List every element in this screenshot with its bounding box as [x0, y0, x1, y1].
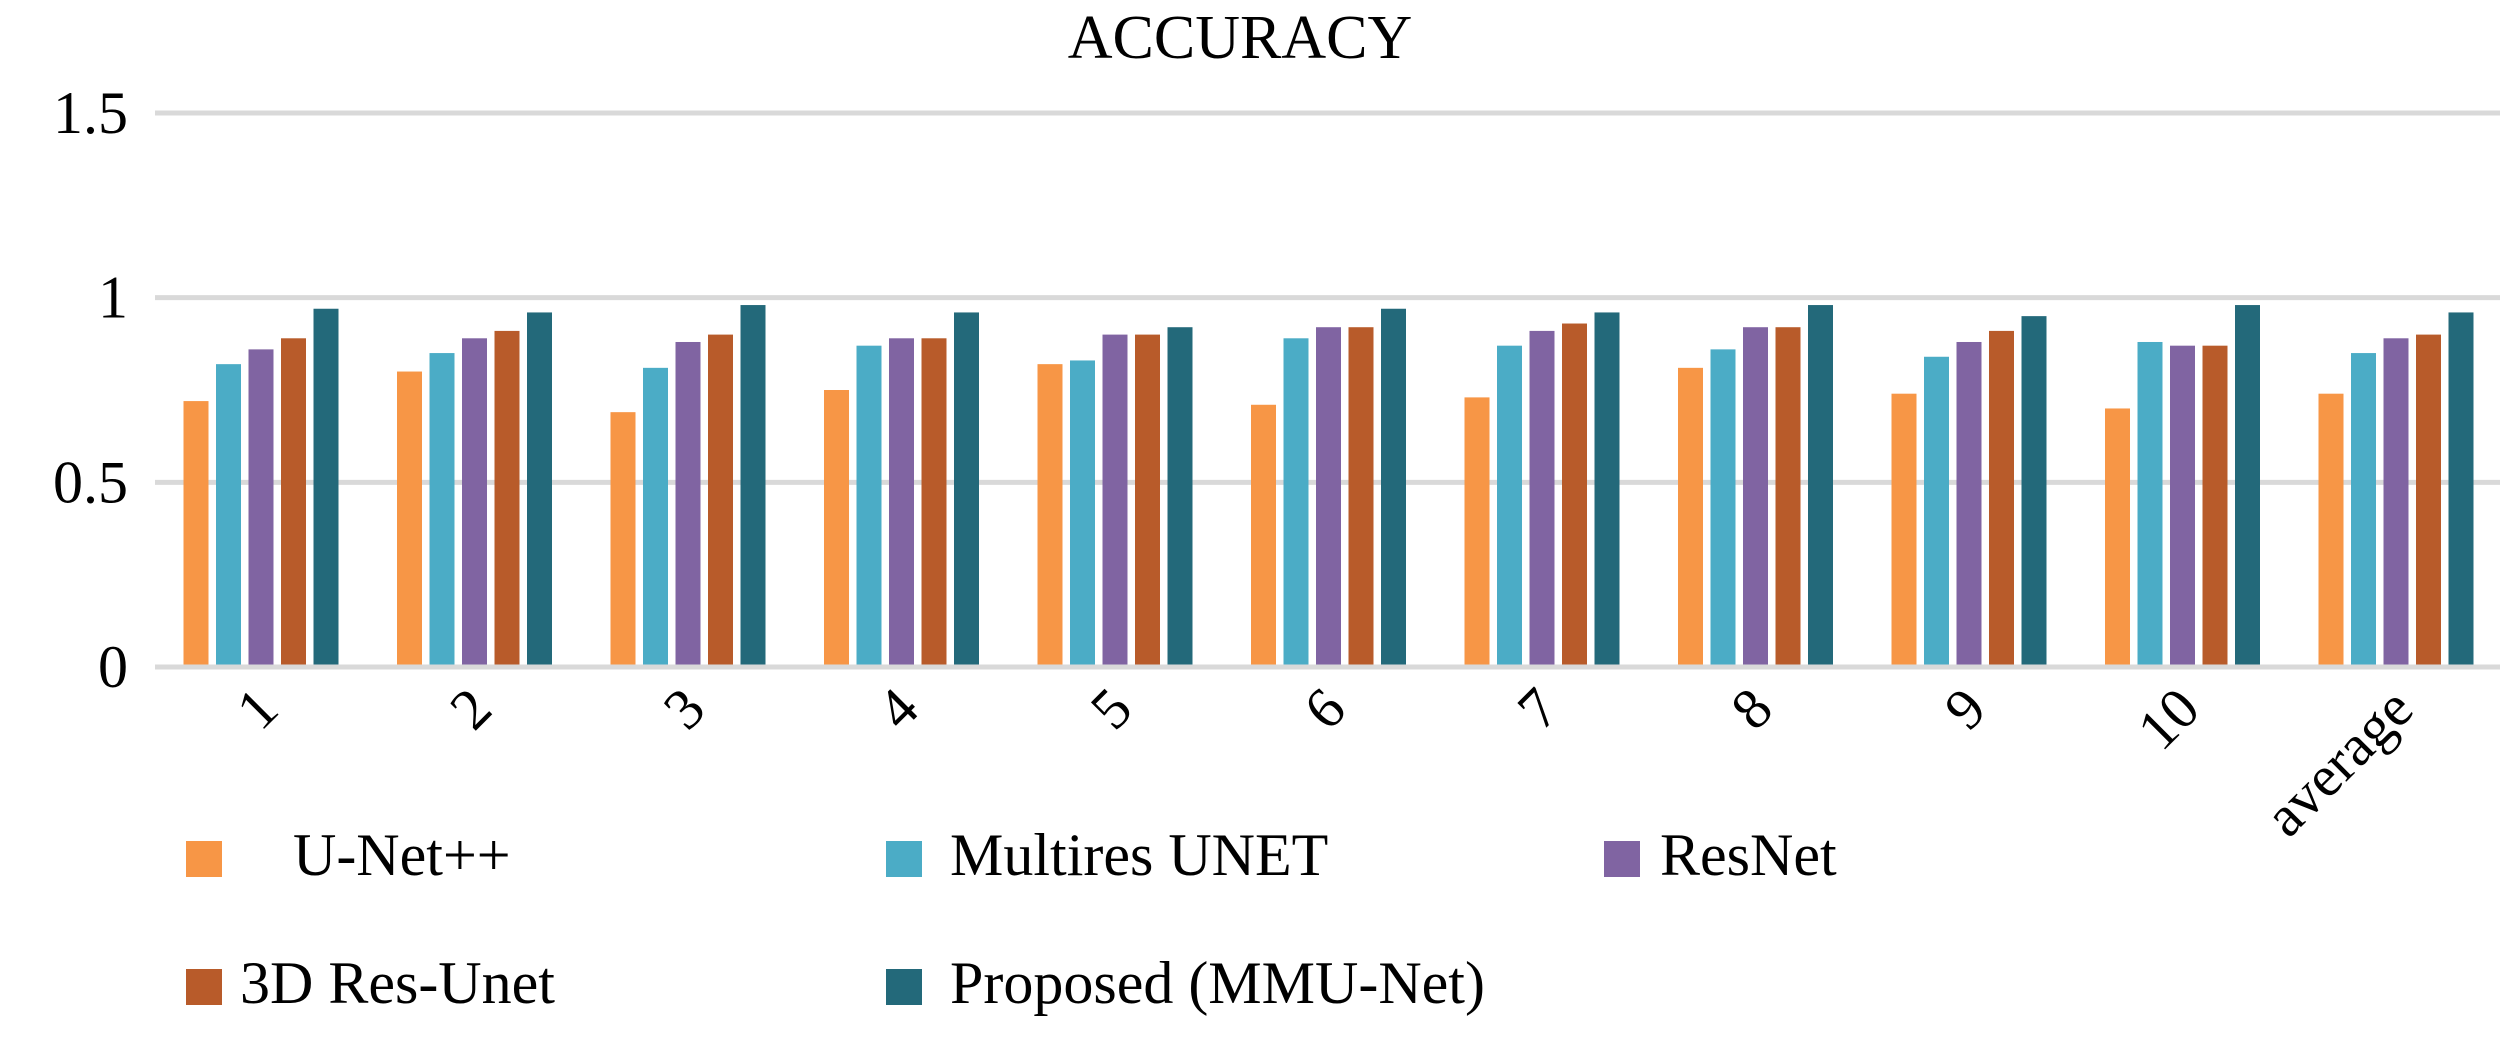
bar [1497, 345, 1522, 667]
bar [2416, 334, 2441, 667]
bar [1464, 397, 1490, 667]
y-tick-label: 1 [98, 265, 128, 331]
x-tick-label: 1 [224, 675, 290, 741]
x-tick-label: 7 [1505, 675, 1571, 741]
bar [1678, 367, 1703, 667]
legend-label: ResNet [1660, 822, 1837, 888]
bar [1102, 334, 1128, 667]
legend-label: Proposed (MMU-Net) [950, 950, 1485, 1016]
bar [1743, 327, 1768, 667]
bar [281, 338, 306, 667]
x-tick-label: 4 [864, 675, 930, 741]
legend-swatch [1604, 841, 1640, 877]
bar [2351, 353, 2376, 667]
x-tick-label: 3 [651, 675, 717, 741]
bar [889, 338, 914, 667]
bar [1710, 349, 1736, 667]
bar [2318, 393, 2344, 667]
bar [1135, 334, 1160, 667]
bar [824, 390, 849, 667]
bar [1562, 323, 1587, 667]
y-tick-label: 0.5 [53, 449, 128, 515]
bar [740, 305, 766, 667]
bar [1251, 404, 1276, 667]
bar [610, 412, 636, 667]
bar [462, 338, 487, 667]
bar [1037, 364, 1063, 667]
bar [397, 371, 422, 667]
x-tick-label: 9 [1932, 675, 1998, 741]
bar [494, 330, 520, 667]
bar [1167, 327, 1193, 667]
legend-swatch [186, 969, 222, 1005]
chart-title: ACCURACY [1068, 4, 1413, 72]
bar [183, 401, 209, 667]
bar [2137, 341, 2163, 667]
bar [1956, 341, 1982, 667]
bar [1924, 356, 1949, 667]
bar [2105, 408, 2130, 667]
bar [1381, 308, 1406, 667]
bar [643, 367, 668, 667]
bar [856, 345, 882, 667]
y-tick-label: 0 [98, 634, 128, 700]
legend-label: 3D Res-Unet [240, 950, 555, 1016]
bar [1529, 330, 1555, 667]
bar [248, 349, 274, 667]
x-tick-label: 8 [1718, 675, 1784, 741]
legend-swatch [886, 969, 922, 1005]
x-tick-label: 2 [437, 675, 503, 741]
bar [1989, 330, 2014, 667]
legend-swatch [186, 841, 222, 877]
bar [2021, 316, 2047, 667]
bar [1808, 305, 1833, 667]
x-tick-label: 6 [1291, 675, 1357, 741]
legend-label: Multires UNET [950, 822, 1328, 888]
y-tick-label: 1.5 [53, 80, 128, 146]
y-axis-ticks: 0 0.5 1 1.5 [53, 80, 128, 700]
legend-label: U-Net++ [293, 822, 511, 888]
bar [1594, 312, 1620, 667]
bar [1283, 338, 1309, 667]
bar [921, 338, 947, 667]
x-tick-label: 5 [1078, 675, 1144, 741]
x-tick-label: 10 [2125, 675, 2212, 762]
bar [1070, 360, 1095, 667]
bar [2235, 305, 2260, 667]
bar [1316, 327, 1341, 667]
legend: U-Net++ Multires UNET ResNet 3D Res-Unet Pro… [186, 822, 1837, 1016]
bar [216, 364, 241, 667]
bar [2383, 338, 2409, 667]
bar [313, 308, 339, 667]
bar [527, 312, 552, 667]
x-tick-label: average [2252, 675, 2425, 848]
bar [1891, 393, 1917, 667]
bar [708, 334, 733, 667]
bar [675, 341, 701, 667]
bar [2448, 312, 2474, 667]
legend-swatch [886, 841, 922, 877]
bar [2170, 345, 2195, 667]
bar [954, 312, 979, 667]
bar [1775, 327, 1801, 667]
bar [2202, 345, 2228, 667]
bar-series [155, 305, 2500, 670]
bar [1348, 327, 1374, 667]
bar [429, 353, 455, 667]
